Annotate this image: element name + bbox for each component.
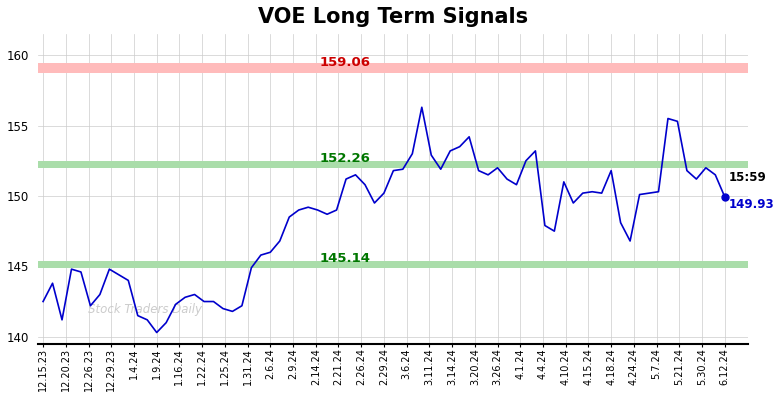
Text: 15:59: 15:59	[728, 171, 766, 184]
Text: 152.26: 152.26	[320, 152, 370, 165]
Text: 159.06: 159.06	[320, 56, 371, 69]
Text: Stock Traders Daily: Stock Traders Daily	[88, 303, 202, 316]
Bar	[38, 261, 749, 268]
Text: 145.14: 145.14	[320, 252, 371, 265]
Bar	[38, 161, 749, 168]
Text: 149.93: 149.93	[728, 198, 774, 211]
Bar	[38, 63, 749, 73]
Title: VOE Long Term Signals: VOE Long Term Signals	[259, 7, 528, 27]
